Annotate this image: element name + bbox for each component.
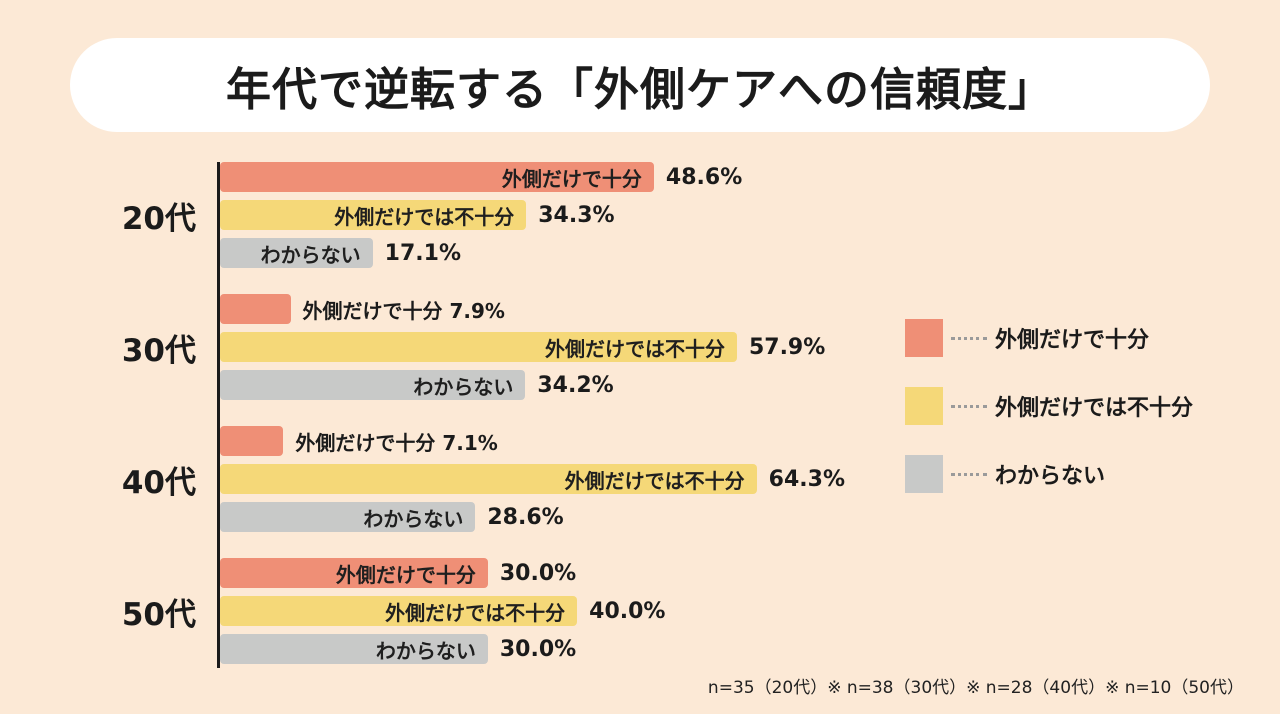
- bar-row: わからない 28.6%: [220, 502, 845, 532]
- legend-swatch: [905, 455, 943, 493]
- bar-row: 外側だけで十分 30.0%: [220, 558, 845, 588]
- bar-わからない: わからない: [220, 238, 373, 268]
- bar-row: わからない 30.0%: [220, 634, 845, 664]
- bar-わからない: わからない: [220, 634, 488, 664]
- bar-外側だけでは不十分: 外側だけでは不十分: [220, 464, 757, 494]
- bar-value: 28.6%: [487, 504, 564, 530]
- bar-row: わからない 17.1%: [220, 238, 845, 268]
- age-group: 20代 外側だけで十分 48.6% 外側だけでは不十分 34.3% わからない 17.1%: [120, 162, 850, 268]
- category-label: 30代: [121, 332, 196, 369]
- bar-value: 34.2%: [537, 372, 614, 398]
- legend-item: わからない: [905, 454, 1193, 494]
- bar-外側だけで十分: [220, 294, 291, 324]
- legend-item: 外側だけでは不十分: [905, 386, 1193, 426]
- legend-label: 外側だけで十分: [995, 328, 1150, 353]
- page-title: 年代で逆転する「外側ケアへの信頼度」: [225, 62, 1054, 116]
- legend-connector: [951, 472, 987, 476]
- bar-value: 40.0%: [589, 598, 666, 624]
- bar-value: 48.6%: [665, 164, 743, 190]
- legend-swatch: [905, 319, 943, 357]
- bar-value: 30.0%: [499, 636, 577, 662]
- bar-value: 34.3%: [538, 202, 615, 228]
- bar-外側だけで十分: [220, 426, 284, 456]
- bar-外側だけでは不十分: 外側だけでは不十分: [220, 200, 527, 230]
- legend-connector: [951, 336, 987, 340]
- title-banner: 年代で逆転する「外側ケアへの信頼度」: [70, 38, 1210, 132]
- legend-label: 外側だけでは不十分: [995, 396, 1194, 421]
- bar-row: 外側だけで十分 48.6%: [220, 162, 845, 192]
- bar-group: 外側だけで十分 7.9% 外側だけでは不十分 57.9% わからない 34.2%: [220, 294, 845, 400]
- bar-label-outside: 外側だけで十分 7.9%: [302, 298, 505, 323]
- sample-size-note: n=35（20代）※ n=38（30代）※ n=28（40代）※ n=10（50…: [707, 678, 1244, 698]
- bar-row: 外側だけで十分 7.1%: [220, 426, 845, 456]
- bar-外側だけで十分: 外側だけで十分: [220, 558, 488, 588]
- bar-わからない: わからない: [220, 502, 476, 532]
- legend-connector: [951, 404, 987, 408]
- category-label: 20代: [121, 200, 196, 237]
- bar-group: 外側だけで十分 7.1% 外側だけでは不十分 64.3% わからない 28.6%: [220, 426, 845, 532]
- bar-row: 外側だけでは不十分 34.3%: [220, 200, 845, 230]
- bar-chart: 20代 外側だけで十分 48.6% 外側だけでは不十分 34.3% わからない 17.1% 3…: [120, 162, 850, 668]
- age-group: 40代 外側だけで十分 7.1% 外側だけでは不十分 64.3% わからない 28.6%: [120, 426, 850, 532]
- bar-value: 64.3%: [768, 466, 845, 492]
- bar-row: 外側だけでは不十分 64.3%: [220, 464, 845, 494]
- age-group: 30代 外側だけで十分 7.9% 外側だけでは不十分 57.9% わからない 34.2%: [120, 294, 850, 400]
- bar-value: 57.9%: [748, 334, 826, 360]
- category-label: 50代: [121, 596, 196, 633]
- bar-row: 外側だけで十分 7.9%: [220, 294, 845, 324]
- bar-row: 外側だけでは不十分 40.0%: [220, 596, 845, 626]
- bar-group: 外側だけで十分 48.6% 外側だけでは不十分 34.3% わからない 17.1%: [220, 162, 845, 268]
- bar-value: 17.1%: [384, 240, 461, 266]
- bar-value: 30.0%: [499, 560, 577, 586]
- bar-row: わからない 34.2%: [220, 370, 845, 400]
- legend-item: 外側だけで十分: [905, 318, 1193, 358]
- bar-group: 外側だけで十分 30.0% 外側だけでは不十分 40.0% わからない 30.0%: [220, 558, 845, 664]
- bar-外側だけでは不十分: 外側だけでは不十分: [220, 596, 578, 626]
- bar-row: 外側だけでは不十分 57.9%: [220, 332, 845, 362]
- bar-外側だけで十分: 外側だけで十分: [220, 162, 654, 192]
- bar-label-outside: 外側だけで十分 7.1%: [295, 430, 498, 455]
- y-axis-line: [217, 162, 220, 668]
- age-group: 50代 外側だけで十分 30.0% 外側だけでは不十分 40.0% わからない 30.0%: [120, 558, 850, 664]
- bar-外側だけでは不十分: 外側だけでは不十分: [220, 332, 737, 362]
- category-label: 40代: [121, 464, 196, 501]
- legend-label: わからない: [995, 464, 1106, 489]
- legend-swatch: [905, 387, 943, 425]
- chart-legend: 外側だけで十分外側だけでは不十分 わからない: [905, 318, 1193, 522]
- bar-わからない: わからない: [220, 370, 526, 400]
